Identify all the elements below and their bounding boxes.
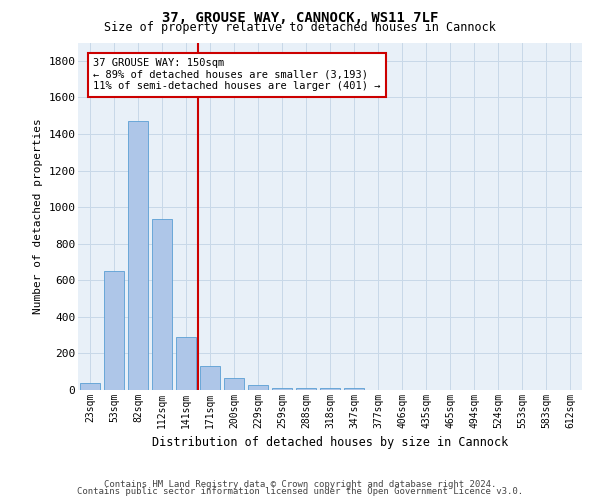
Bar (344, 388, 364, 390)
Text: Size of property relative to detached houses in Cannock: Size of property relative to detached ho… (104, 21, 496, 34)
Text: 37, GROUSE WAY, CANNOCK, WS11 7LF: 37, GROUSE WAY, CANNOCK, WS11 7LF (162, 11, 438, 25)
Bar (224, 378, 244, 390)
Bar (296, 388, 316, 390)
Bar (176, 337, 196, 390)
Bar (80, 382, 100, 390)
Bar (152, 219, 172, 390)
Bar (128, 121, 148, 390)
Bar (320, 388, 340, 390)
Bar (248, 386, 268, 390)
Text: 37 GROUSE WAY: 150sqm
← 89% of detached houses are smaller (3,193)
11% of semi-d: 37 GROUSE WAY: 150sqm ← 89% of detached … (93, 58, 380, 92)
Bar (104, 271, 124, 390)
Bar (200, 366, 220, 390)
Text: Contains HM Land Registry data © Crown copyright and database right 2024.: Contains HM Land Registry data © Crown c… (104, 480, 496, 489)
Y-axis label: Number of detached properties: Number of detached properties (32, 118, 43, 314)
X-axis label: Distribution of detached houses by size in Cannock: Distribution of detached houses by size … (152, 436, 508, 450)
Bar (272, 388, 292, 390)
Text: Contains public sector information licensed under the Open Government Licence v3: Contains public sector information licen… (77, 487, 523, 496)
